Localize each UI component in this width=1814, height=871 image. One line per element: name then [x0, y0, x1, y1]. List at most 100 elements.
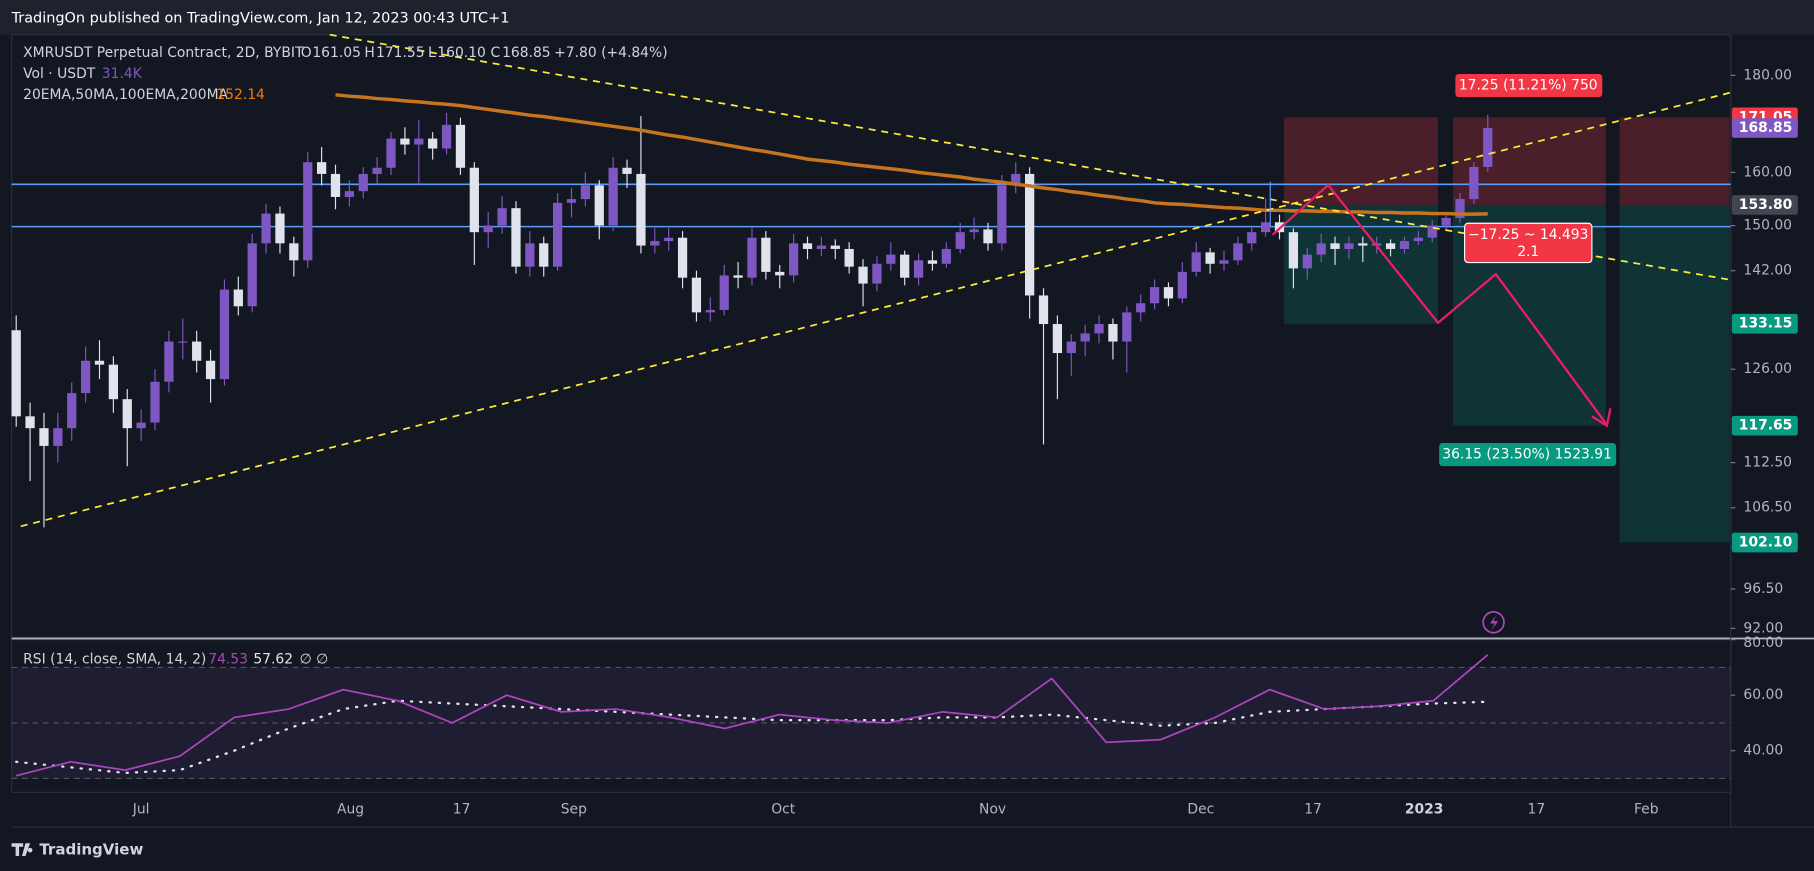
candle-body [941, 248, 951, 264]
volume-legend: Vol · USDT [23, 66, 96, 82]
legend-close: 168.85 [502, 45, 551, 61]
projection-arrow [1271, 183, 1607, 425]
candle-body [1094, 324, 1104, 334]
rsi-tick-label: 40.00 [1743, 743, 1783, 759]
candle-body [428, 138, 438, 149]
x-tick-label: 2023 [1405, 802, 1444, 818]
candle-body [483, 225, 493, 233]
y-tick-label: 160.00 [1743, 164, 1792, 180]
price-label-box [1731, 532, 1798, 553]
candle-body [414, 138, 424, 145]
x-tick-label: 17 [1304, 802, 1322, 818]
y-tick-label: 180.00 [1743, 67, 1792, 83]
candle-body [927, 260, 938, 264]
candle-body [53, 428, 63, 446]
price-label-box [1731, 313, 1798, 334]
candle-body [136, 422, 146, 429]
candle-body [1011, 173, 1021, 186]
candle-body [164, 341, 174, 382]
header-text: TradingOn published on TradingView.com, … [11, 11, 510, 27]
candle-body [1483, 128, 1493, 167]
stop-zone [1284, 117, 1439, 205]
candle-body [330, 173, 341, 197]
y-tick-label: 150.00 [1743, 218, 1792, 234]
candle-body [719, 275, 729, 310]
candle-body [39, 428, 49, 446]
candle-body [1025, 173, 1035, 296]
y-tick-label: 106.50 [1743, 500, 1792, 516]
candle-body [1122, 312, 1132, 342]
candle-body [497, 208, 507, 226]
candle-body [1344, 243, 1354, 249]
alert-icon[interactable] [1482, 611, 1505, 634]
legend-change: +7.80 (+4.84%) [554, 45, 667, 61]
candle-body [344, 191, 355, 197]
candle-body [1205, 252, 1215, 264]
candle-body [80, 360, 91, 394]
mid-label-box [1464, 222, 1593, 264]
x-tick-label: 17 [453, 802, 471, 818]
rsi-legend: RSI (14, close, SMA, 14, 2) [23, 651, 206, 667]
x-tick-label: Aug [337, 802, 364, 818]
candle-body [594, 185, 604, 226]
candle-body [1066, 341, 1076, 354]
candle-body [983, 229, 993, 244]
candle-body [1399, 241, 1410, 249]
candle-body [289, 243, 299, 261]
stop-zone [1619, 117, 1730, 205]
candle-body [1038, 295, 1049, 325]
top-bar [0, 0, 1814, 35]
price-label-box [1731, 415, 1798, 436]
candle-body [1330, 243, 1340, 249]
candle-body [219, 289, 230, 380]
candle-body [622, 167, 632, 174]
candle-body [1469, 166, 1479, 200]
candle-body [1413, 237, 1423, 242]
price-label-box [1731, 118, 1798, 138]
candle-body [1177, 271, 1187, 299]
candle-body [664, 237, 674, 242]
candle-body [900, 254, 910, 278]
candle-body [886, 254, 896, 264]
legend-key: H [364, 45, 374, 61]
x-tick-label: Jul [132, 802, 150, 818]
candle-body [525, 243, 535, 267]
candle-body [650, 241, 660, 246]
x-tick-label: Nov [979, 802, 1006, 818]
candle-body [580, 185, 591, 200]
candle-body [1385, 243, 1396, 249]
candle-body [1108, 324, 1118, 342]
mid-label: 2.1 [1517, 244, 1539, 260]
candle-body [1219, 260, 1229, 264]
candle-body [303, 162, 313, 261]
candle-body [775, 271, 785, 276]
candle-body [1441, 217, 1451, 226]
candle-body [1149, 287, 1160, 304]
rsi-tick-label: 60.00 [1743, 687, 1783, 703]
candle-body [955, 232, 965, 249]
candle-body [1191, 252, 1201, 272]
price-label: 153.80 [1739, 197, 1793, 213]
x-tick-label: 17 [1528, 802, 1546, 818]
candle-body [94, 360, 105, 365]
rsi-sma-value: 57.62 [253, 651, 293, 667]
overlay-layer: 180.00 160.00 150.00 142.00 126.00 112.50 106.… [132, 67, 1798, 818]
legend-key: L [428, 45, 436, 61]
candle-body [788, 243, 799, 276]
price-pane [10, 34, 1732, 638]
candle-body [872, 263, 882, 284]
price-label-box [1731, 195, 1798, 215]
candle-body [913, 260, 924, 278]
candle-body [691, 277, 702, 313]
footer-logo [11, 843, 33, 856]
candle-body [761, 237, 771, 272]
trend-line [20, 91, 1731, 528]
candle-body [122, 399, 132, 429]
x-tick-label: Oct [771, 802, 796, 818]
y-tick-label: 112.50 [1743, 455, 1792, 471]
ma-value: 152.14 [216, 87, 265, 103]
price-label: 168.85 [1739, 120, 1793, 136]
candle-body [25, 416, 35, 429]
candle-body [1080, 333, 1090, 342]
